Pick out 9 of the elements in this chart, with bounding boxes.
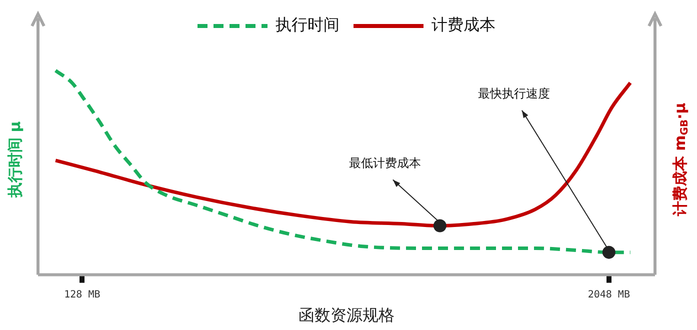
y-axis-title: 执行时间 μ (6, 121, 24, 199)
x-tick-label: 128 MB (64, 289, 100, 300)
y2-axis-title: 计费成本 mGB·μ (670, 102, 691, 218)
x-axis-title: 函数资源规格 (298, 306, 394, 325)
x-tick-label: 2048 MB (588, 289, 630, 300)
annotation: 最低计费成本 (348, 156, 421, 170)
legend-label: 计费成本 (432, 15, 496, 34)
legend-label: 执行时间 (276, 15, 340, 34)
annotation: 最快执行速度 (478, 86, 550, 100)
